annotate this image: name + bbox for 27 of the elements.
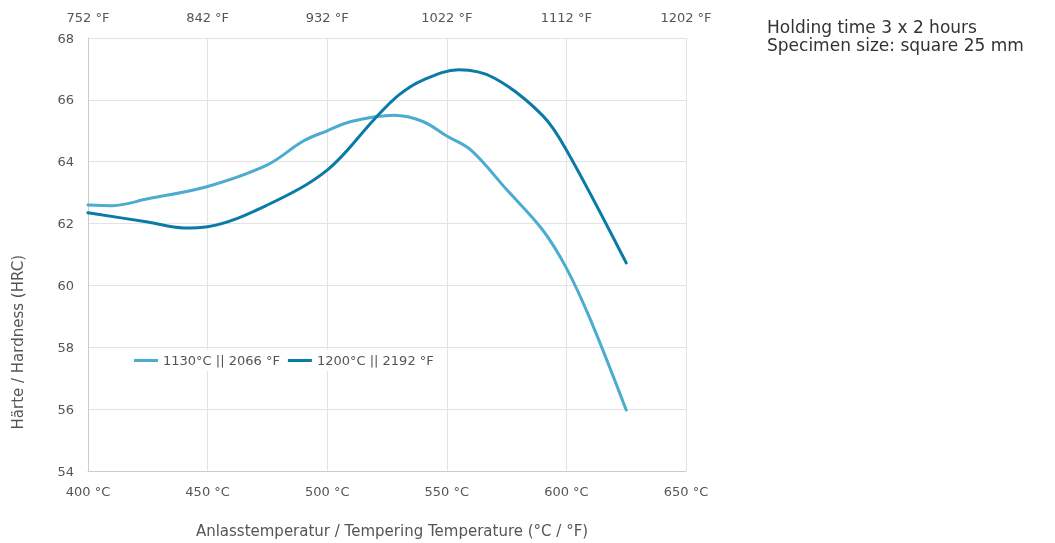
legend-label: 1200°C || 2192 °F: [316, 353, 434, 368]
y-axis-title: Härte / Hardness (HRC): [8, 255, 27, 430]
y-tick-label: 54: [57, 463, 74, 479]
y-tick-label: 64: [57, 154, 74, 170]
y-tick-label: 58: [57, 339, 74, 355]
y-tick-label: 60: [57, 277, 74, 293]
y-tick-label: 62: [57, 216, 74, 232]
y-tick-label: 68: [57, 30, 74, 46]
x2-tick-label: 1202 °F: [660, 10, 712, 25]
line-series: [86, 68, 628, 265]
x-tick-label: 550 °C: [424, 484, 470, 499]
x-tick-label: 400 °C: [65, 484, 111, 499]
x-axis-title: Anlasstemperatur / Tempering Temperature (°C / °F): [195, 521, 589, 540]
text: Holding time 3 x 2 hours: [767, 16, 978, 37]
y-tick-label: 56: [57, 401, 74, 417]
x2-tick-label: 842 °F: [186, 10, 230, 25]
x2-tick-label: 752 °F: [66, 10, 110, 25]
x-tick-label: 650 °C: [663, 484, 709, 499]
x-tick-label: 600 °C: [544, 484, 589, 499]
x-tick-label: 450 °C: [185, 484, 230, 499]
x2-tick-label: 932 °F: [305, 10, 349, 25]
x2-tick-label: 1022 °F: [421, 10, 473, 25]
x2-tick-label: 1112 °F: [540, 10, 592, 25]
line-series: [86, 113, 628, 412]
x-tick-label: 500 °C: [304, 484, 350, 499]
legend-label: 1130°C || 2066 °F: [163, 353, 280, 368]
y-tick-label: 66: [57, 92, 74, 108]
